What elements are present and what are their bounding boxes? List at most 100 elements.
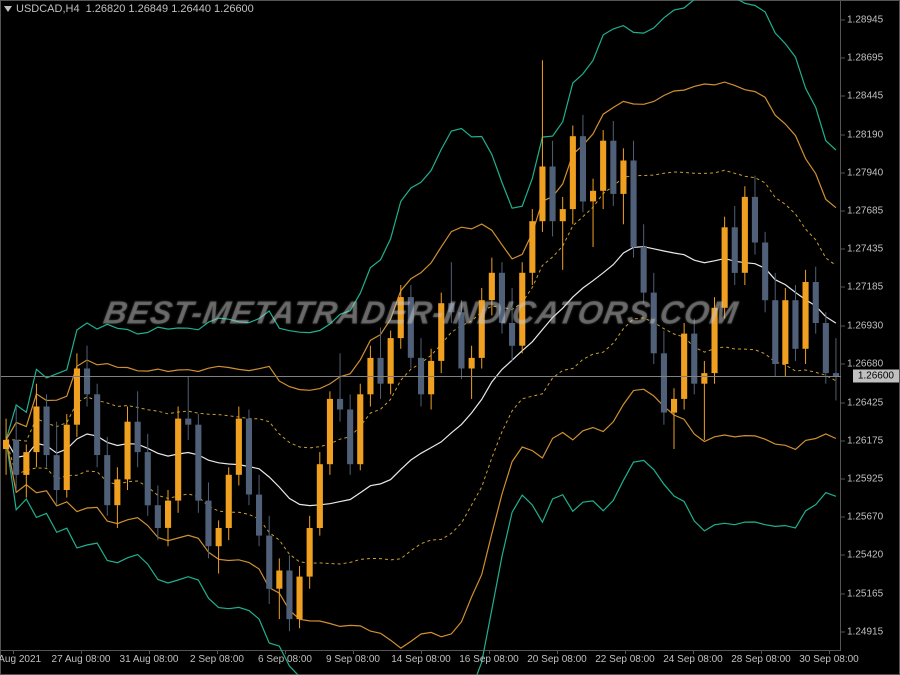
y-tick-mark: [841, 211, 845, 212]
y-tick-label: 1.25670: [847, 512, 883, 523]
current-price-box: 1.26600: [853, 370, 899, 383]
y-tick-mark: [841, 363, 845, 364]
candle-body: [256, 495, 262, 536]
candle-body: [792, 300, 798, 349]
y-tick-mark: [841, 555, 845, 556]
candle-body: [125, 422, 131, 480]
y-tick-mark: [841, 134, 845, 135]
candle-body: [438, 303, 444, 361]
x-tick-label: 30 Sep 08:00: [799, 654, 859, 665]
candle-body: [782, 300, 788, 364]
y-tick-label: 1.27685: [847, 206, 883, 217]
y-tick-label: 1.24915: [847, 627, 883, 638]
y-tick-mark: [841, 249, 845, 250]
candle-body: [610, 141, 616, 194]
candle-body: [378, 358, 384, 384]
candle-body: [104, 455, 110, 505]
candle-body: [742, 197, 748, 273]
candle-body: [590, 191, 596, 202]
x-tick-label: 24 Sep 08:00: [663, 654, 723, 665]
candle-body: [94, 394, 100, 455]
candle-body: [519, 273, 525, 346]
candle-body: [772, 300, 778, 364]
y-tick-mark: [841, 95, 845, 96]
x-tick-mark: [761, 650, 762, 654]
y-tick-mark: [841, 57, 845, 58]
chart-symbol: USDCAD,H4: [16, 3, 80, 15]
candle-body: [266, 536, 272, 589]
candle-body: [286, 571, 292, 620]
candle-body: [236, 419, 242, 475]
y-tick-label: 1.28695: [847, 52, 883, 63]
y-tick-label: 1.27435: [847, 244, 883, 255]
x-tick-mark: [421, 650, 422, 654]
candle-body: [448, 303, 454, 312]
candle-body: [489, 273, 495, 300]
candle-body: [327, 399, 333, 464]
price-axis: 1.26600 1.28945 1.28695 1.28445 1.28190 1.27…: [841, 1, 899, 651]
x-tick-mark: [557, 650, 558, 654]
candle-body: [813, 282, 819, 323]
y-tick-label: 1.28945: [847, 14, 883, 25]
candle-body: [226, 475, 232, 528]
y-tick-label: 1.26930: [847, 321, 883, 332]
y-tick-label: 1.27185: [847, 282, 883, 293]
x-tick-mark: [217, 650, 218, 654]
candle-body: [337, 399, 343, 410]
candle-body: [681, 334, 687, 399]
y-tick-label: 1.27940: [847, 167, 883, 178]
y-tick-label: 1.28445: [847, 90, 883, 101]
current-price-line: [1, 376, 841, 377]
y-tick-mark: [841, 517, 845, 518]
candle-body: [712, 308, 718, 373]
candle-body: [185, 419, 191, 425]
candle-body: [357, 394, 363, 464]
x-tick-label: 27 Aug 08:00: [52, 654, 111, 665]
time-axis: 25 Aug 202127 Aug 08:0031 Aug 08:002 Sep…: [1, 650, 841, 674]
candle-body: [823, 323, 829, 373]
candle-body: [64, 425, 70, 490]
candle-body: [458, 312, 464, 368]
x-tick-label: 31 Aug 08:00: [120, 654, 179, 665]
candle-body: [732, 227, 738, 273]
y-tick-mark: [841, 594, 845, 595]
candle-body: [246, 419, 252, 495]
x-tick-mark: [285, 650, 286, 654]
candle-body: [620, 161, 626, 194]
current-price-label: 1.26600: [858, 371, 894, 382]
y-tick-label: 1.26175: [847, 435, 883, 446]
y-tick-mark: [841, 326, 845, 327]
candle-body: [408, 297, 414, 358]
candle-body: [499, 273, 505, 323]
x-tick-mark: [353, 650, 354, 654]
x-tick-mark: [829, 650, 830, 654]
x-tick-mark: [13, 650, 14, 654]
y-tick-mark: [841, 172, 845, 173]
x-tick-label: 14 Sep 08:00: [391, 654, 451, 665]
dropdown-triangle-icon[interactable]: [4, 6, 12, 12]
chart-plot-area[interactable]: BEST-METATRADER-INDICATORS.COM: [1, 1, 841, 651]
candle-body: [44, 407, 50, 456]
candle-body: [580, 136, 586, 201]
candle-body: [600, 141, 606, 191]
x-tick-mark: [149, 650, 150, 654]
x-tick-label: 28 Sep 08:00: [731, 654, 791, 665]
chart-container: USDCAD,H4 1.26820 1.26849 1.26440 1.2660…: [0, 0, 900, 675]
x-tick-label: 2 Sep 08:00: [190, 654, 244, 665]
x-tick-label: 16 Sep 08:00: [459, 654, 519, 665]
y-tick-label: 1.26680: [847, 358, 883, 369]
x-tick-mark: [489, 650, 490, 654]
candle-body: [33, 407, 39, 453]
candle-body: [276, 571, 282, 589]
candle-body: [651, 293, 657, 354]
candle-body: [671, 399, 677, 413]
y-tick-mark: [841, 478, 845, 479]
title-bar: USDCAD,H4 1.26820 1.26849 1.26440 1.2660…: [4, 3, 254, 15]
y-tick-label: 1.28190: [847, 129, 883, 140]
y-tick-mark: [841, 440, 845, 441]
candle-body: [752, 197, 758, 243]
x-tick-label: 9 Sep 08:00: [326, 654, 380, 665]
candle-body: [155, 505, 161, 528]
candle-body: [479, 300, 485, 358]
candle-body: [529, 221, 535, 273]
